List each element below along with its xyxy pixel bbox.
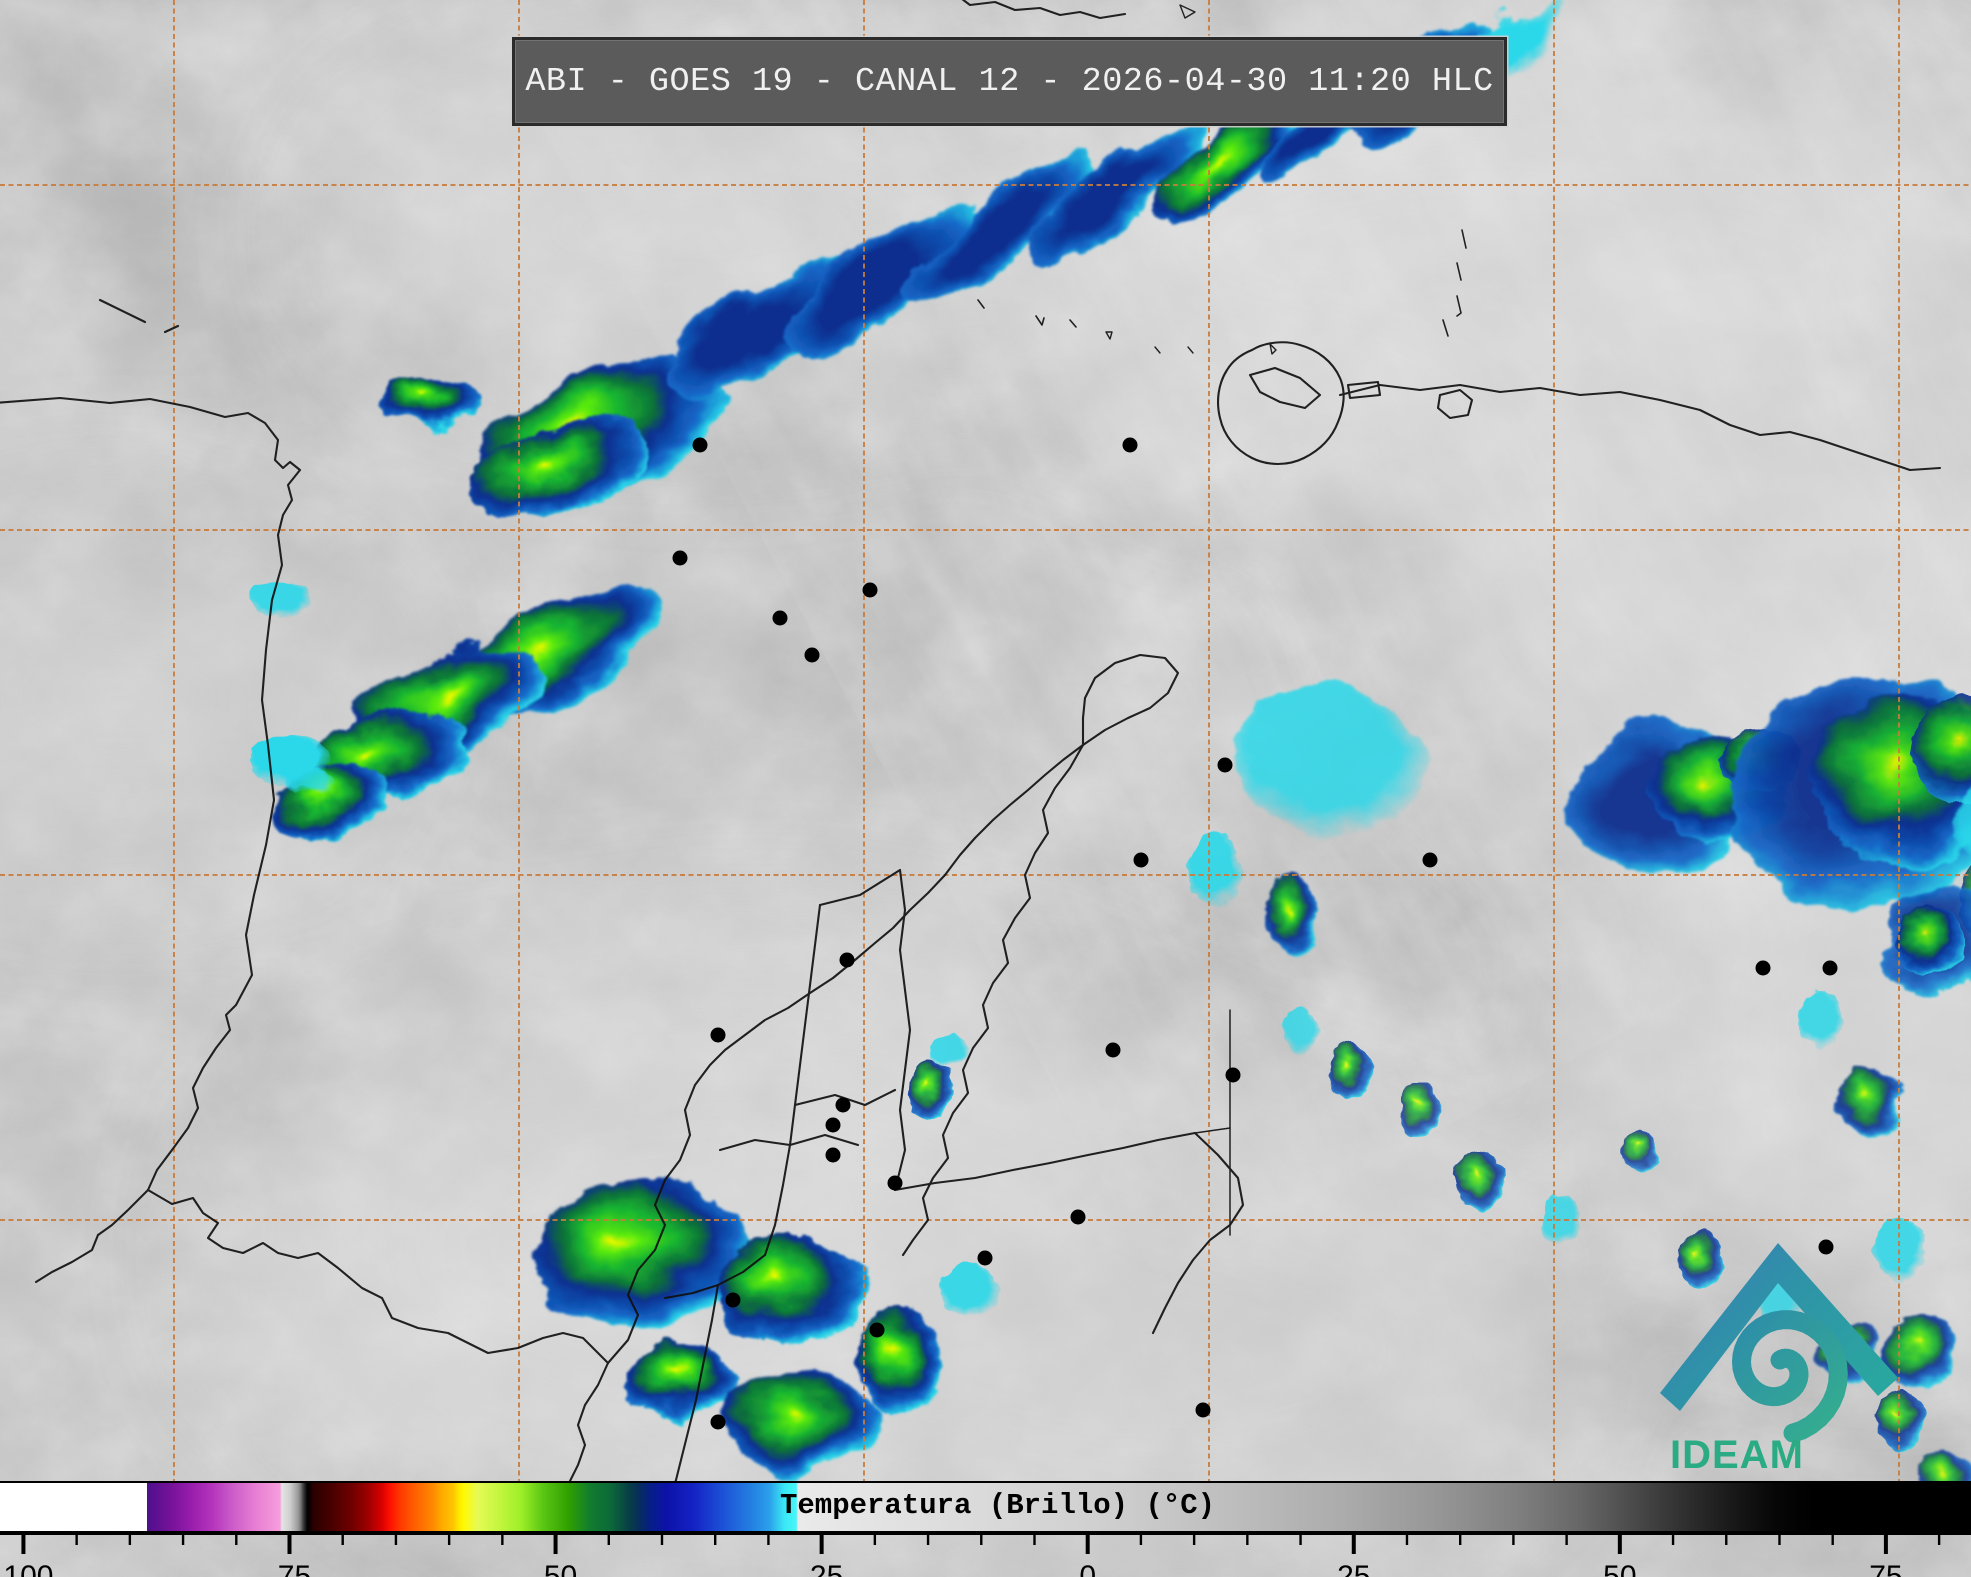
svg-text:50: 50 xyxy=(1603,1560,1636,1577)
svg-text:-100: -100 xyxy=(0,1560,53,1577)
svg-text:75: 75 xyxy=(1869,1560,1902,1577)
svg-text:-75: -75 xyxy=(268,1560,311,1577)
svg-text:IDEAM: IDEAM xyxy=(1670,1433,1804,1477)
svg-text:0: 0 xyxy=(1079,1560,1096,1577)
svg-text:25: 25 xyxy=(1337,1560,1370,1577)
svg-text:-25: -25 xyxy=(800,1560,843,1577)
svg-text:-50: -50 xyxy=(534,1560,577,1577)
